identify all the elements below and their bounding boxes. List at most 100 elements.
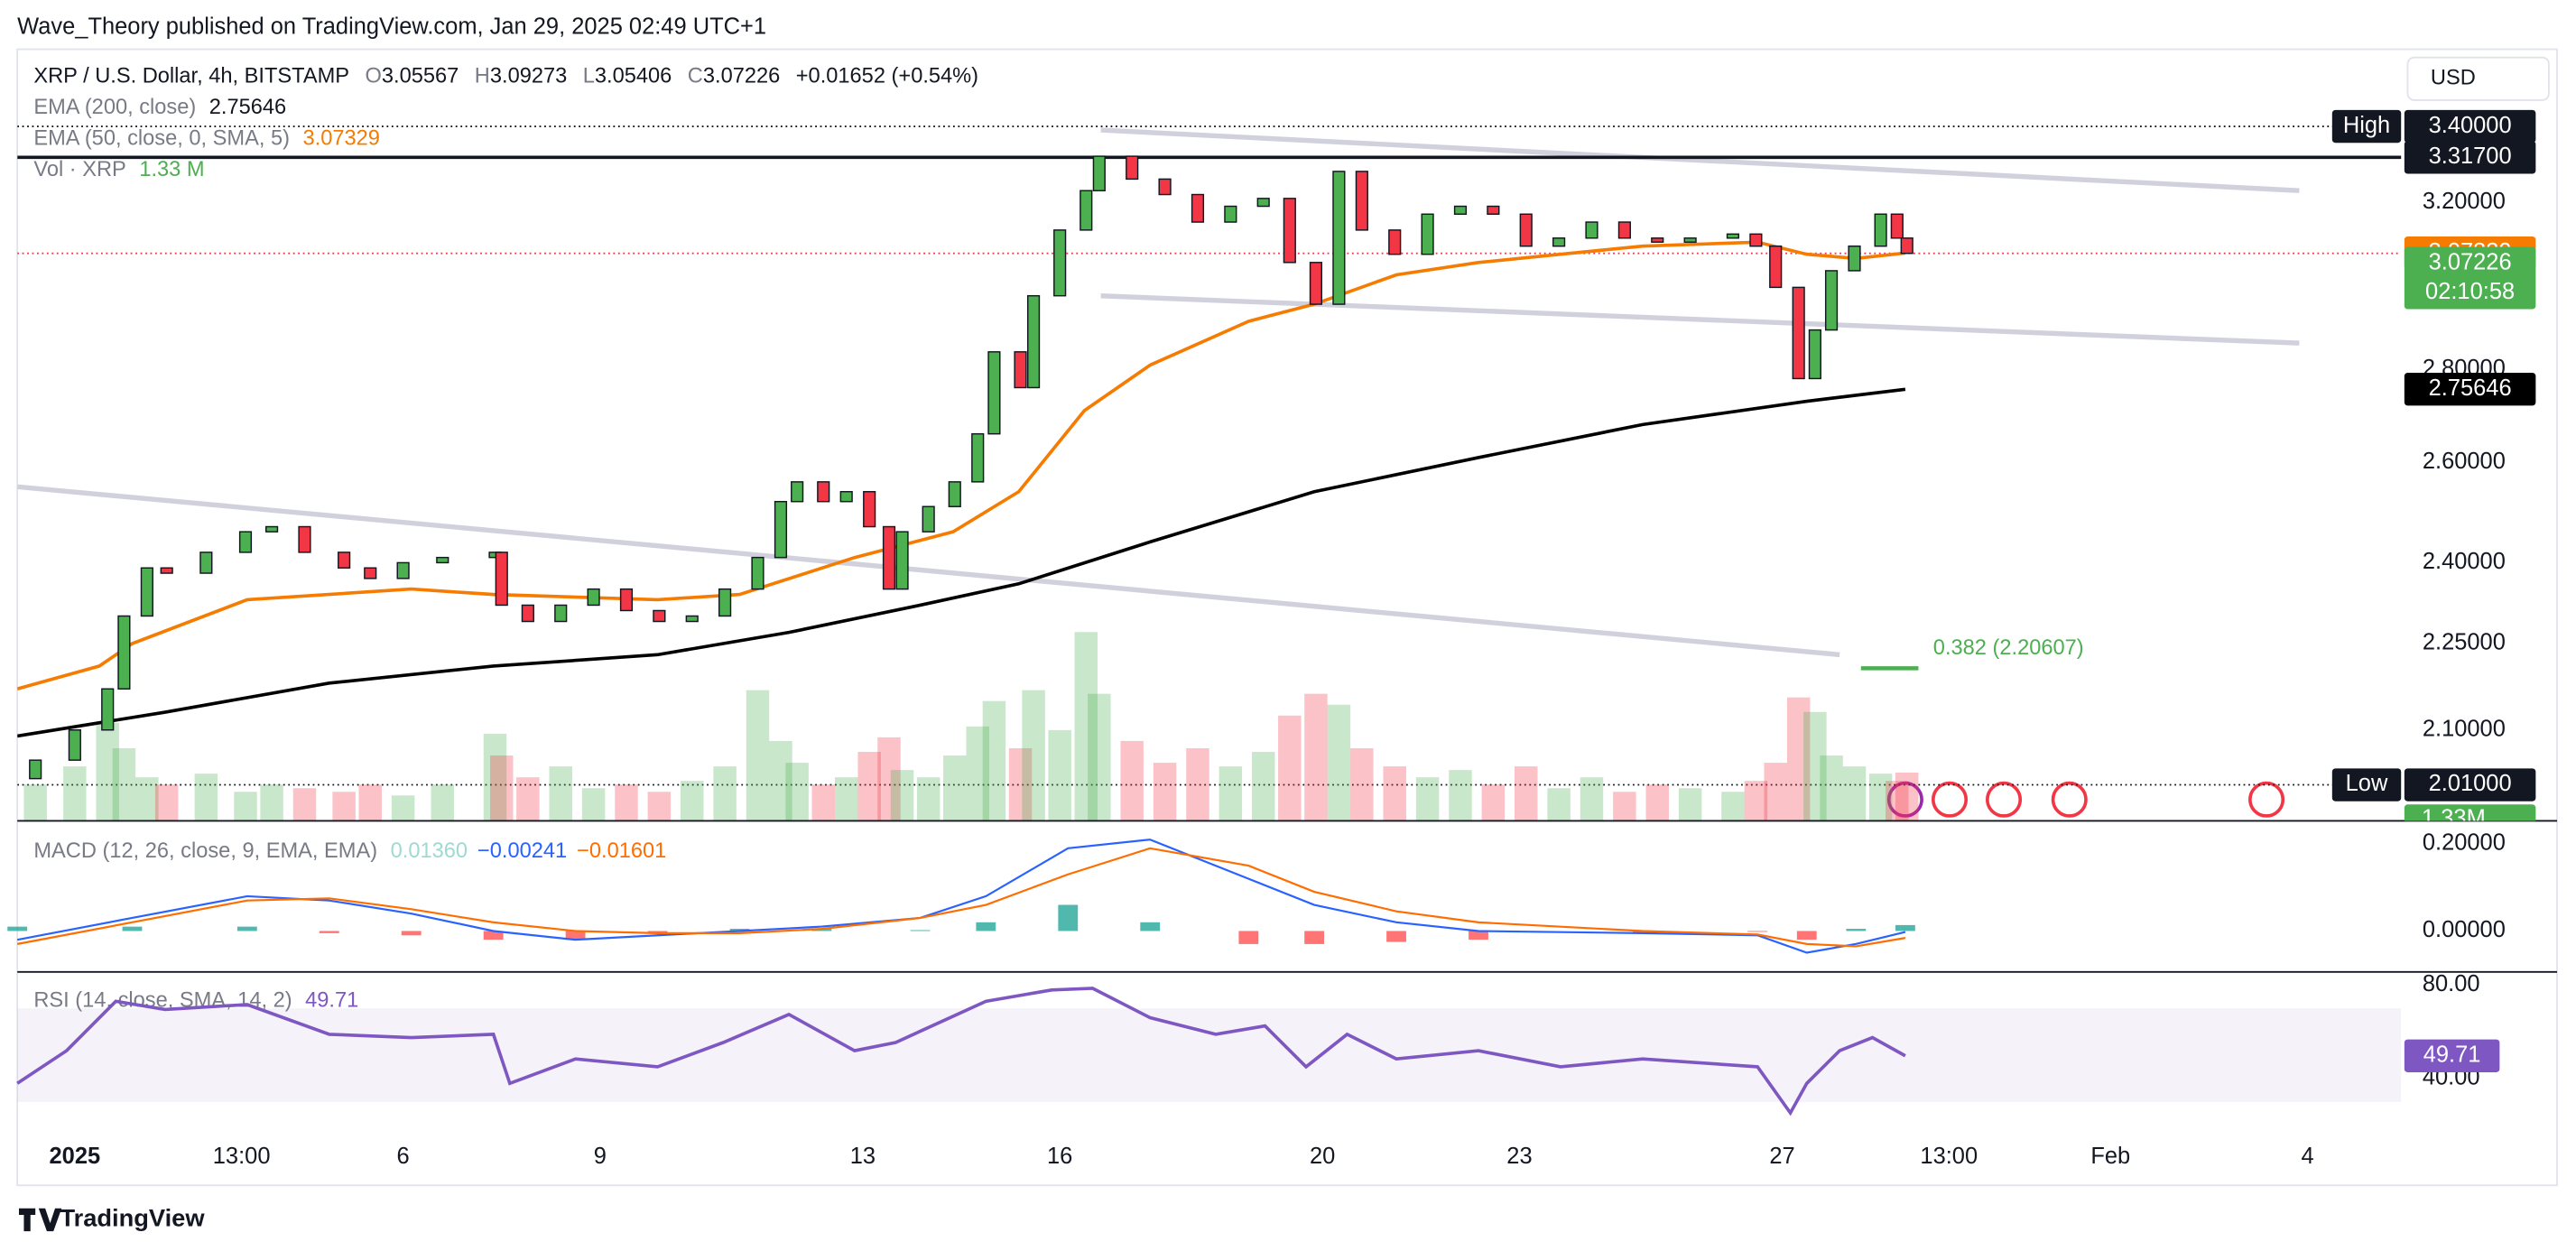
candle-body	[1848, 245, 1861, 272]
candle-body	[140, 567, 153, 617]
candle-body	[751, 556, 764, 590]
macd-histogram-bar	[1632, 931, 1653, 933]
candle-body	[1749, 233, 1763, 247]
candle-body	[238, 531, 253, 553]
price-badge-label: 3.07226	[2429, 249, 2512, 274]
candle-body	[1808, 329, 1821, 380]
ema200-legend: EMA (200, close) 2.75646	[33, 96, 286, 119]
volume-bar	[713, 766, 737, 821]
candle-body	[364, 567, 377, 579]
candle-body	[1487, 205, 1500, 215]
volume-bar	[96, 722, 119, 821]
volume-badge	[2404, 804, 2536, 821]
brand-logo	[18, 1208, 62, 1232]
legend-name: Vol · XRP	[33, 158, 125, 181]
ema-line	[17, 387, 1906, 738]
ema50-legend: EMA (50, close, 0, SMA, 5) 3.07329	[33, 127, 380, 151]
candle-body	[653, 609, 666, 623]
macd-histogram-bar	[1238, 931, 1259, 944]
currency-button[interactable]	[2406, 56, 2550, 101]
legend-name: MACD (12, 26, close, 9, EMA, EMA)	[33, 839, 377, 863]
level-tag	[2331, 109, 2402, 144]
x-tick-label: 9	[594, 1144, 607, 1169]
level-tag	[2331, 768, 2402, 802]
volume-bar	[135, 777, 159, 821]
volume-bar	[112, 747, 136, 821]
volume-bar	[1449, 770, 1472, 821]
legend-value: 49.71	[305, 989, 358, 1013]
macd-histogram-bar	[236, 926, 257, 931]
volume-bar	[982, 700, 1006, 821]
publisher: Wave_Theory published on TradingView.com…	[17, 14, 766, 40]
price-badge-label: 2.75646	[2429, 375, 2512, 401]
volume-bar	[483, 733, 507, 821]
volume-bar	[154, 784, 179, 821]
trendline	[1100, 293, 2300, 346]
volume-bar	[194, 774, 218, 821]
candle-body	[922, 505, 935, 533]
candle-body	[1191, 193, 1205, 223]
price-badge-label: 3.40000	[2429, 113, 2512, 138]
volume-bar	[431, 784, 454, 821]
main-pane	[17, 125, 2402, 821]
macd-tick-label: 0.20000	[2423, 830, 2506, 856]
macd-histogram-bar	[319, 931, 339, 933]
volume-bar	[1350, 747, 1374, 821]
volume-bar	[1580, 777, 1604, 821]
ohlc-value: 3.07226	[703, 65, 780, 88]
trendline	[1100, 127, 2300, 193]
macd-histogram-bar	[1895, 924, 1915, 931]
candle-body	[971, 432, 985, 483]
macd-histogram-bar	[976, 922, 996, 931]
candle-body	[29, 759, 42, 780]
event-icon[interactable]	[1932, 781, 1969, 818]
currency-label[interactable]: USD	[2431, 67, 2476, 90]
volume-bar	[581, 788, 606, 821]
x-tick-label: 23	[1506, 1144, 1532, 1169]
volume-bar	[1481, 784, 1506, 821]
volume-bar	[63, 766, 87, 821]
candle-body	[396, 561, 410, 579]
countdown: 02:10:58	[2425, 279, 2515, 304]
volume-bar	[1120, 740, 1144, 821]
candle-body	[619, 588, 634, 612]
x-tick-label: 6	[397, 1144, 410, 1169]
y-tick-label: 3.20000	[2423, 189, 2506, 214]
candle-body	[987, 351, 1001, 435]
x-tick-label: 13:00	[213, 1144, 271, 1169]
candle-body	[1651, 237, 1664, 243]
volume-bar	[1613, 792, 1636, 821]
ohlc-value: 3.05406	[595, 65, 672, 88]
volume-bar	[23, 784, 47, 821]
macd-histogram-bar	[910, 930, 931, 931]
event-icon[interactable]	[2248, 781, 2285, 818]
event-icon[interactable]	[1886, 781, 1923, 818]
candle-body	[1552, 237, 1566, 247]
event-icon[interactable]	[1986, 781, 2023, 818]
level-tag-label: High	[2343, 113, 2390, 138]
candle-body	[1683, 237, 1697, 243]
x-tick-label: 27	[1769, 1144, 1794, 1169]
candle-body	[1355, 171, 1368, 231]
y-tick-label: 2.10000	[2423, 716, 2506, 741]
x-tick-label: 16	[1047, 1144, 1072, 1169]
legend-value: 1.33 M	[139, 158, 204, 181]
candle-body	[1026, 294, 1041, 389]
volume-bar	[681, 781, 704, 821]
candle-body	[1519, 213, 1533, 247]
brand: TradingView	[18, 1204, 205, 1232]
candle-body	[791, 481, 804, 503]
legend-name: EMA (200, close)	[33, 96, 196, 119]
event-icon[interactable]	[2051, 781, 2088, 818]
volume-bar	[769, 740, 792, 821]
change: +0.01652 (+0.54%)	[796, 65, 978, 88]
candle-body	[298, 525, 311, 553]
macd-histogram-bar	[811, 929, 832, 931]
ohlc-value: 3.09273	[490, 65, 567, 88]
y-tick-label: 2.40000	[2423, 549, 2506, 574]
volume-bar	[785, 763, 809, 821]
candle-body	[1224, 205, 1237, 223]
volume-bar	[292, 788, 317, 821]
volume-bar	[1153, 763, 1177, 821]
chart-frame	[16, 48, 2558, 1187]
